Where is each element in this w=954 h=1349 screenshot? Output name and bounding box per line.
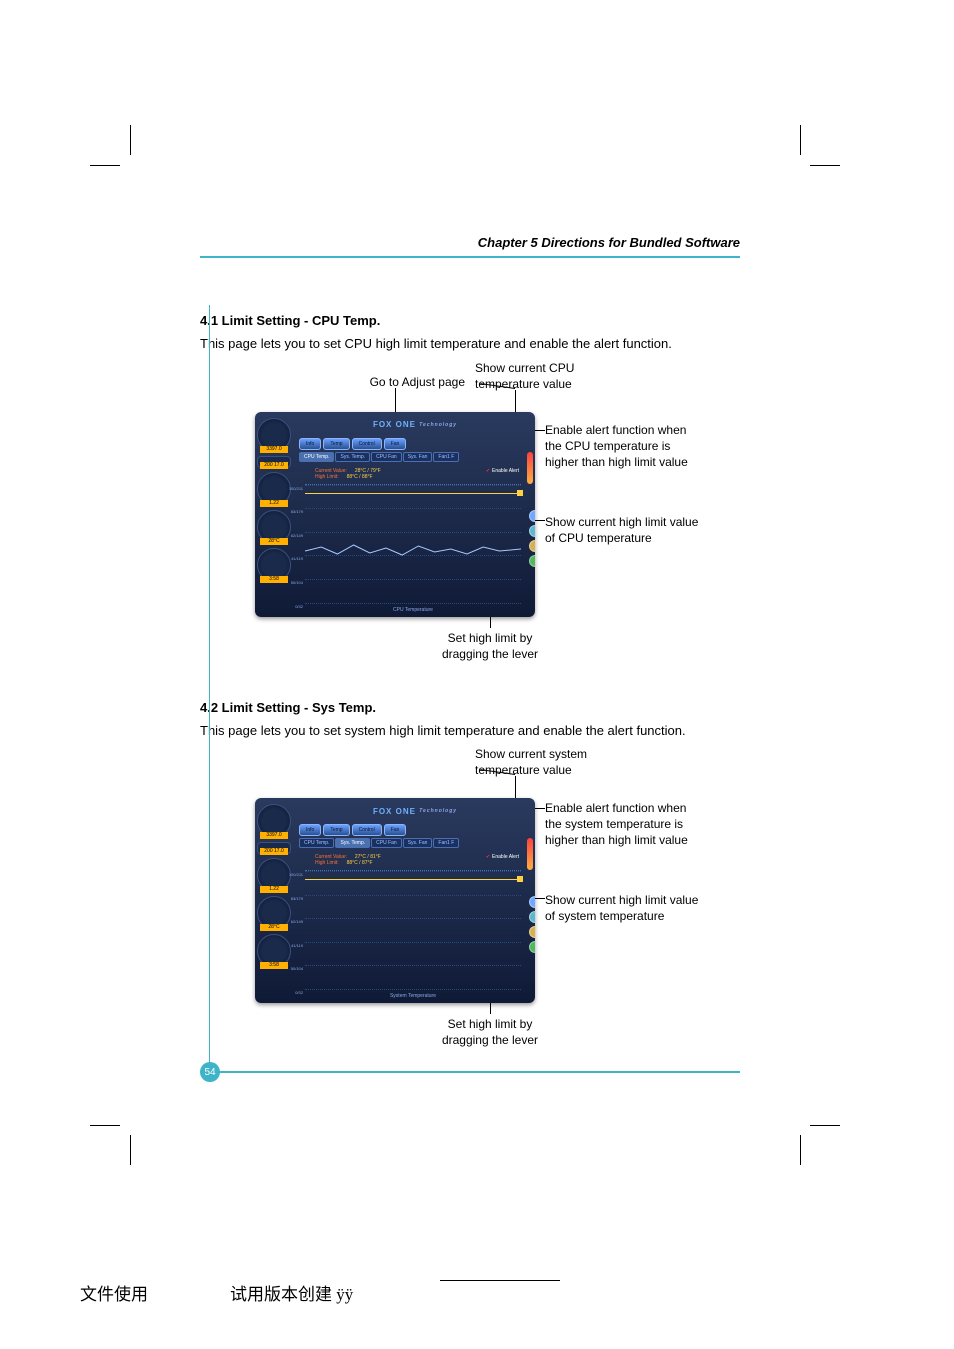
- diagram-cpu: Go to Adjust page Show current CPU tempe…: [200, 372, 740, 672]
- side-icons: [529, 510, 535, 570]
- footer-right: 试用版本创建 ÿÿ: [230, 1280, 353, 1305]
- nav-tab[interactable]: Info: [299, 824, 321, 836]
- sub-tab-sys-temp[interactable]: Sys. Temp.: [335, 452, 370, 462]
- section-title-cpu: 4.1 Limit Setting - CPU Temp.: [200, 313, 740, 328]
- sub-tab-cpu-fan[interactable]: CPU Fan: [371, 452, 402, 462]
- callout-current-cpu: Show current CPU temperature value: [475, 360, 615, 392]
- sub-tab-sys-fan[interactable]: Sys. Fan: [403, 838, 433, 848]
- gauge: 1.22: [257, 472, 291, 506]
- nav-tab[interactable]: Fan: [384, 438, 407, 450]
- nav-tab[interactable]: Control: [352, 438, 382, 450]
- nav-tab[interactable]: Info: [299, 438, 321, 450]
- callout-enable-alert-cpu: Enable alert function when the CPU tempe…: [545, 422, 700, 471]
- chapter-header: Chapter 5 Directions for Bundled Softwar…: [200, 235, 740, 258]
- side-icon[interactable]: [529, 926, 535, 938]
- sub-tab-cpu-temp[interactable]: CPU Temp.: [299, 838, 334, 848]
- nav-tab[interactable]: Fan: [384, 824, 407, 836]
- nav-tab[interactable]: Temp: [323, 824, 349, 836]
- enable-alert-checkbox[interactable]: Enable Alert: [486, 854, 519, 860]
- sub-tabs: CPU Temp. Sys. Temp. CPU Fan Sys. Fan Fa…: [299, 452, 459, 462]
- section-body-sys: This page lets you to set system high li…: [200, 721, 740, 741]
- thermometer-icon: [527, 452, 533, 484]
- sub-tab-cpu-fan[interactable]: CPU Fan: [371, 838, 402, 848]
- app-brand: FOX ONE Technology: [299, 416, 531, 434]
- callout-drag-lever-sys: Set high limit by dragging the lever: [425, 1016, 555, 1048]
- side-icon[interactable]: [529, 911, 535, 923]
- footer-left: 文件使用: [80, 1280, 148, 1305]
- limit-lever[interactable]: [305, 879, 521, 880]
- callout-high-limit-cpu: Show current high limit value of CPU tem…: [545, 514, 700, 546]
- gauge: 28°C: [257, 896, 291, 930]
- side-icon[interactable]: [529, 525, 535, 537]
- diagram-sys: Show current system temperature value En…: [200, 758, 740, 1058]
- readout: Current Value:27°C / 81°F High Limit:88°…: [315, 854, 381, 866]
- sub-tab-cpu-temp[interactable]: CPU Temp.: [299, 452, 334, 462]
- nav-tab[interactable]: Control: [352, 824, 382, 836]
- page-bottom-rule: [218, 1071, 740, 1073]
- sub-tab-sys-temp[interactable]: Sys. Temp.: [335, 838, 370, 848]
- callout-drag-lever-cpu: Set high limit by dragging the lever: [425, 630, 555, 662]
- side-icons: [529, 896, 535, 956]
- sub-tabs: CPU Temp. Sys. Temp. CPU Fan Sys. Fan Fa…: [299, 838, 459, 848]
- app-brand: FOX ONE Technology: [299, 802, 531, 820]
- side-icon[interactable]: [529, 510, 535, 522]
- callout-enable-alert-sys: Enable alert function when the system te…: [545, 800, 700, 849]
- gauge: 28°C: [257, 510, 291, 544]
- readout: Current Value:28°C / 79°F High Limit:88°…: [315, 468, 381, 480]
- side-icon[interactable]: [529, 540, 535, 552]
- chart-title: CPU Temperature: [305, 607, 521, 613]
- footer-underline: [440, 1280, 560, 1281]
- main-tabs: Info Temp Control Fan: [299, 438, 406, 450]
- sub-tab-sys-fan[interactable]: Sys. Fan: [403, 452, 433, 462]
- page-content: Chapter 5 Directions for Bundled Softwar…: [200, 235, 740, 1058]
- chart: 100/211 83/179 62/149 41/119 50/104 0/32…: [305, 484, 521, 603]
- app-screenshot: 3397.0 200 17.0 1.22 28°C 3:58 FOX ONE T…: [255, 798, 535, 1003]
- section-title-sys: 4.2 Limit Setting - Sys Temp.: [200, 700, 740, 715]
- chart-title: System Temperature: [305, 993, 521, 999]
- side-icon[interactable]: [529, 896, 535, 908]
- gauge: 3:58: [257, 934, 291, 968]
- chart: 100/211 83/179 62/149 41/119 50/104 0/32…: [305, 870, 521, 989]
- app-screenshot: 3397.0 200 17.0 1.22 28°C 3:58 FOX ONE T…: [255, 412, 535, 617]
- gauge-sidebar: 3397.0 200 17.0 1.22 28°C 3:58: [257, 418, 295, 586]
- callout-high-limit-sys: Show current high limit value of system …: [545, 892, 700, 924]
- sub-tab-fan1[interactable]: Fan1 F: [433, 838, 459, 848]
- main-tabs: Info Temp Control Fan: [299, 824, 406, 836]
- side-icon[interactable]: [529, 941, 535, 953]
- gauge: 3397.0: [257, 804, 291, 838]
- gauge: 200 17.0: [257, 456, 291, 468]
- temp-trace: [305, 549, 521, 550]
- enable-alert-checkbox[interactable]: Enable Alert: [486, 468, 519, 474]
- gauge: 1.22: [257, 858, 291, 892]
- page-vertical-rule: [209, 305, 210, 1075]
- callout-adjust-page: Go to Adjust page: [340, 374, 465, 390]
- gauge: 3:58: [257, 548, 291, 582]
- callout-current-sys: Show current system temperature value: [475, 746, 625, 778]
- thermometer-icon: [527, 838, 533, 870]
- section-body-cpu: This page lets you to set CPU high limit…: [200, 334, 740, 354]
- nav-tab[interactable]: Temp: [323, 438, 349, 450]
- gauge-sidebar: 3397.0 200 17.0 1.22 28°C 3:58: [257, 804, 295, 972]
- gauge: 200 17.0: [257, 842, 291, 854]
- gauge: 3397.0: [257, 418, 291, 452]
- page-number-badge: 54: [200, 1062, 220, 1082]
- sub-tab-fan1[interactable]: Fan1 F: [433, 452, 459, 462]
- limit-lever[interactable]: [305, 493, 521, 494]
- side-icon[interactable]: [529, 555, 535, 567]
